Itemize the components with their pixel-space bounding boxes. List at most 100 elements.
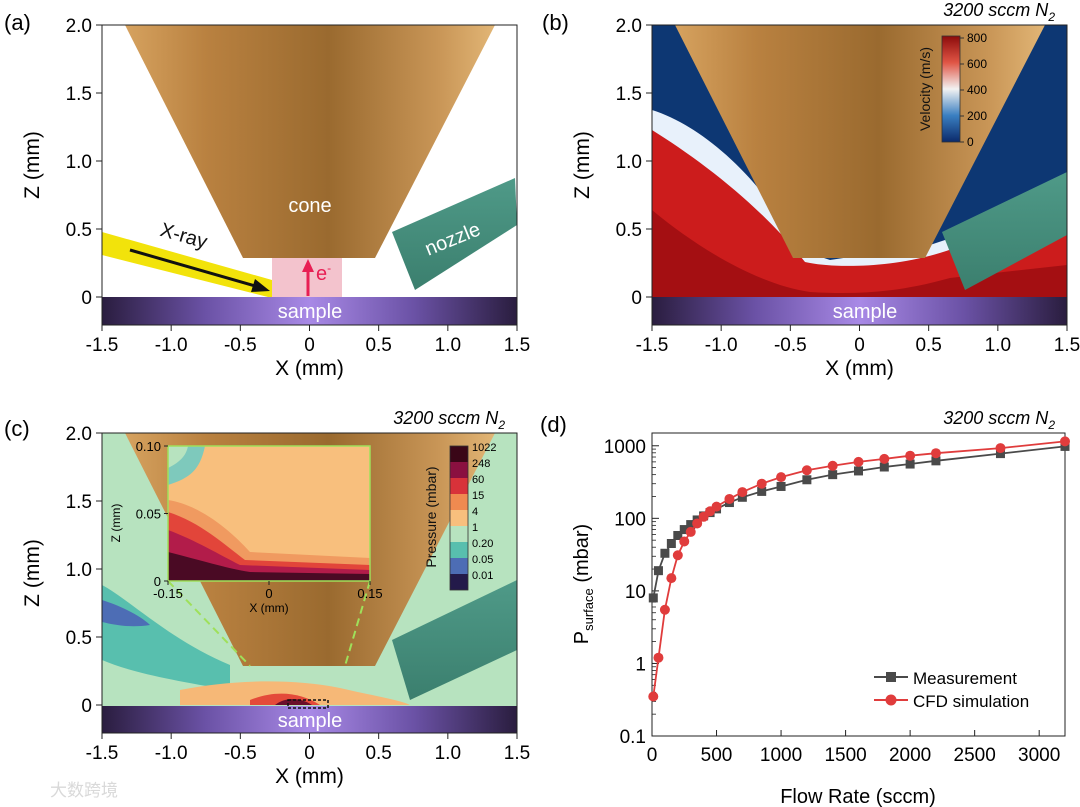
nozzle-shape-c bbox=[392, 580, 517, 700]
chart-xtick-label: 1500 bbox=[824, 745, 866, 766]
inset-xlabel: X (mm) bbox=[249, 601, 288, 615]
panel-a: (a) cone nozzle X-ray e- sample -1.5 -1.0… bbox=[4, 10, 530, 380]
watermark: 大数跨境 bbox=[50, 781, 118, 800]
measurement-point bbox=[737, 492, 747, 502]
panel-b-xtick-label: 1.0 bbox=[985, 335, 1011, 356]
measurement-point bbox=[802, 475, 812, 485]
panel-a-ytick-label: 0.5 bbox=[66, 220, 92, 241]
panel-c: (c) 3200 sccm N2 sample bbox=[4, 408, 530, 788]
pressure-inset: -0.15 0 0.150.100.050 X (mm) Z (mm) bbox=[109, 439, 383, 615]
panel-a-ytick-label: 0 bbox=[81, 288, 92, 309]
cfd-point bbox=[737, 487, 748, 498]
cfd-point bbox=[692, 518, 703, 529]
panel-a-axes: -1.5 -1.0 -0.5 0 0.5 1.0 1.52.01.51.00.50X (mm… bbox=[21, 16, 530, 380]
pressure-tick-label: 0.20 bbox=[472, 538, 493, 550]
panel-b-xtick-label: -1.0 bbox=[705, 335, 738, 356]
measurement-point bbox=[648, 593, 658, 603]
chart-xtick-label: 1000 bbox=[760, 745, 802, 766]
chart-frame bbox=[651, 432, 1066, 737]
pressure-colorbar-frame bbox=[449, 445, 469, 591]
pressure-tick-label: 248 bbox=[472, 458, 490, 470]
panel-a-xtick-label: 1.0 bbox=[435, 335, 461, 356]
electron-arrowhead-icon bbox=[302, 259, 314, 272]
pressure-field-band-peak bbox=[275, 699, 312, 705]
pressure-tick-label: 15 bbox=[472, 490, 484, 502]
inset-ytick-label: 0.10 bbox=[136, 439, 161, 454]
cfd-point bbox=[1060, 436, 1070, 447]
pressure-level-swatch bbox=[450, 510, 468, 526]
panel-b-xtick-label: -0.5 bbox=[774, 335, 807, 356]
panel-c-label: (c) bbox=[4, 416, 30, 441]
pressure-tick-label: 60 bbox=[472, 474, 484, 486]
measurement-point bbox=[854, 466, 863, 476]
panel-c-ytick-label: 0.5 bbox=[66, 628, 92, 649]
inset-band-peak bbox=[168, 552, 370, 581]
panel-b-axes: -1.5 -1.0 -0.5 0 0.5 1.0 1.52.01.51.00.50X (mm… bbox=[571, 16, 1080, 380]
panel-a-xtick-label: 1.5 bbox=[504, 335, 530, 356]
chart-xtick-label: 2000 bbox=[889, 745, 931, 766]
chart-ytick-label: 100 bbox=[614, 509, 646, 530]
chart-ytick-label: 1000 bbox=[604, 437, 646, 458]
inset-ytick-label: 0.05 bbox=[136, 507, 161, 522]
panel-b-condition: 3200 sccm N2 bbox=[943, 0, 1055, 24]
cfd-point bbox=[648, 691, 659, 702]
sample-bar-c bbox=[102, 706, 517, 733]
pressure-field-band-low bbox=[102, 600, 150, 627]
electron-label: e- bbox=[316, 261, 331, 285]
panel-c-ytick-label: 1.0 bbox=[66, 560, 92, 581]
pressure-level-swatch bbox=[450, 558, 468, 574]
velocity-tick-label: 200 bbox=[967, 109, 987, 123]
cone-label: cone bbox=[288, 195, 331, 217]
inset-ytick-label: 0 bbox=[154, 574, 161, 589]
pressure-tick-label: 1 bbox=[472, 522, 478, 534]
measurement-point bbox=[995, 449, 1005, 459]
inset-band-bg bbox=[168, 446, 188, 468]
cfd-point bbox=[801, 465, 812, 476]
xray-arrowhead-icon bbox=[251, 279, 270, 292]
legend-cfd-label: CFD simulation bbox=[913, 692, 1029, 711]
panel-b-xtick-label: 1.5 bbox=[1054, 335, 1080, 356]
panel-d-condition: 3200 sccm N2 bbox=[943, 408, 1055, 432]
panel-a-xtick-label: -1.5 bbox=[86, 335, 119, 356]
pressure-level-swatch bbox=[450, 494, 468, 510]
panel-a-xtick-label: 0 bbox=[304, 335, 315, 356]
panel-c-ytick-label: 0 bbox=[81, 696, 92, 717]
panel-a-xtick-label: -1.0 bbox=[155, 335, 188, 356]
cfd-point bbox=[853, 456, 864, 467]
velocity-tick-label: 800 bbox=[967, 31, 987, 45]
legend-measurement-marker bbox=[886, 672, 896, 682]
panel-b: (b) 3200 sccm N2 sample Velocity (m/s) 8… bbox=[542, 0, 1080, 380]
measurement-point bbox=[679, 525, 689, 535]
cfd-point bbox=[724, 493, 735, 504]
pressure-colorbar: 1022 248 60 15 4 1 0.20 0.05 0.01 bbox=[449, 442, 496, 591]
pressure-tick-label: 0.05 bbox=[472, 554, 493, 566]
pressure-level-swatch bbox=[450, 542, 468, 558]
panel-a-ytick-label: 2.0 bbox=[66, 16, 92, 37]
flow-rate-chart: 0 500 1000 1500 2000 2500 3000 1000 100 10 1 0.1 bbox=[604, 436, 1070, 766]
panel-d: (d) 3200 sccm N2 0 500 1000 1500 2000 2500 300… bbox=[540, 408, 1070, 807]
chart-ytick-label: 10 bbox=[625, 582, 646, 603]
panel-a-xlabel: X (mm) bbox=[275, 357, 344, 380]
pressure-level-swatch bbox=[450, 526, 468, 542]
measurement-point bbox=[653, 566, 663, 576]
velocity-colorbar-ticks: 800 600 400 200 0 bbox=[960, 31, 987, 149]
panel-a-ylabel: Z (mm) bbox=[21, 131, 44, 199]
legend-cfd-marker bbox=[885, 694, 897, 706]
chart-ytick-label: 1 bbox=[635, 654, 646, 675]
measurement-point bbox=[666, 538, 676, 548]
cfd-point bbox=[685, 526, 696, 537]
sample-bar bbox=[102, 297, 517, 325]
nozzle-shape-b bbox=[942, 172, 1067, 290]
cfd-point bbox=[905, 450, 916, 461]
panel-c-xtick-label: 0 bbox=[304, 743, 315, 764]
panel-a-ytick-label: 1.5 bbox=[66, 84, 92, 105]
inset-xtick-label: 0.15 bbox=[357, 586, 382, 601]
panel-b-ytick-label: 2.0 bbox=[616, 16, 642, 37]
xray-arrow-icon bbox=[129, 248, 263, 290]
inset-xtick-label: -0.15 bbox=[153, 586, 183, 601]
velocity-tick-label: 0 bbox=[967, 135, 974, 149]
panel-a-label: (a) bbox=[4, 10, 31, 35]
chart-xtick-label: 2500 bbox=[954, 745, 996, 766]
cfd-point bbox=[666, 573, 677, 584]
nozzle-shape bbox=[392, 178, 517, 290]
